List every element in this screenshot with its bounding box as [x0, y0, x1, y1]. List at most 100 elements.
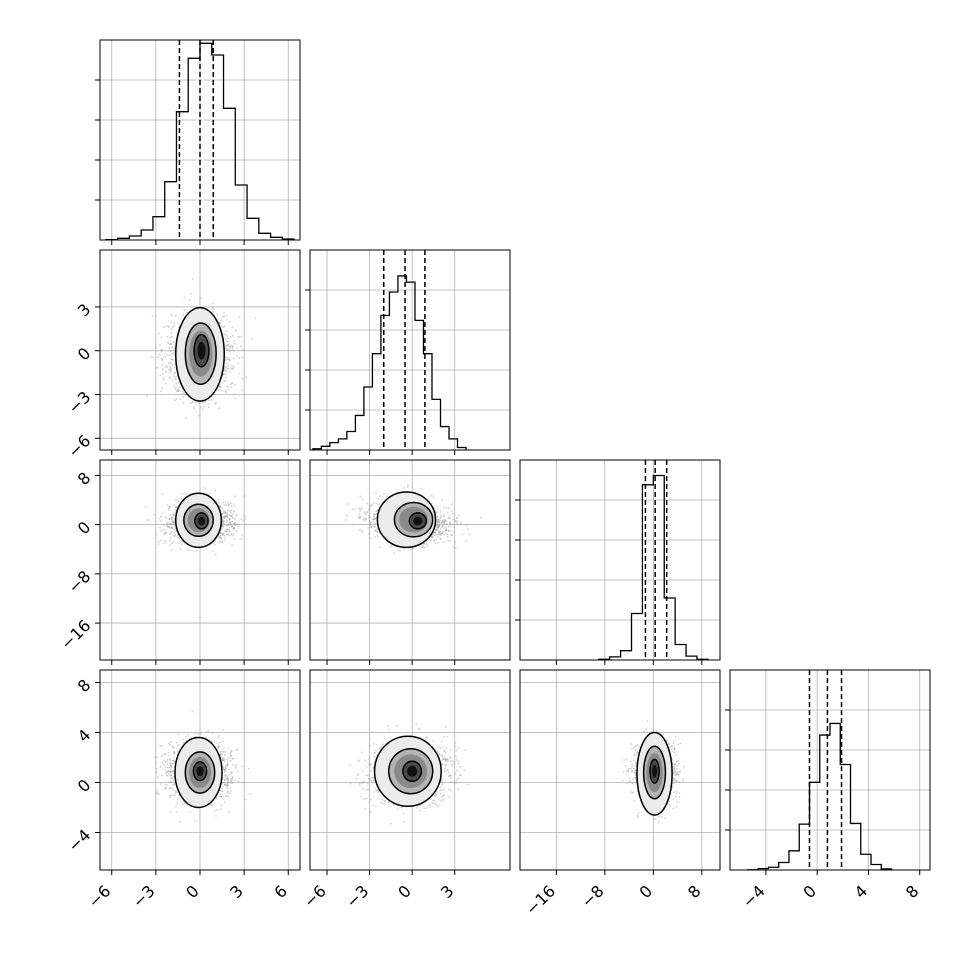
scatter-point — [220, 527, 223, 530]
scatter-point — [223, 315, 226, 318]
scatter-point — [403, 487, 405, 489]
scatter-point — [177, 500, 180, 503]
scatter-point — [145, 519, 148, 522]
scatter-point — [373, 513, 376, 516]
scatter-point — [188, 737, 191, 740]
scatter-point — [164, 786, 167, 788]
scatter-point — [160, 349, 163, 351]
scatter-point — [445, 532, 448, 535]
scatter-point — [217, 745, 220, 748]
scatter-point — [175, 506, 178, 509]
scatter-point — [194, 401, 197, 404]
scatter-point — [161, 358, 164, 360]
scatter-point — [175, 506, 177, 509]
scatter-point — [369, 507, 372, 510]
scatter-point — [440, 521, 443, 524]
scatter-point — [167, 525, 170, 528]
scatter-point — [227, 340, 229, 343]
scatter-point — [375, 528, 378, 531]
y-tick-label: −16 — [57, 616, 94, 653]
scatter-point — [207, 406, 210, 409]
scatter-point — [168, 526, 171, 529]
scatter-point — [227, 356, 229, 359]
scatter-point — [372, 518, 375, 521]
scatter-point — [190, 293, 192, 296]
scatter-point — [170, 777, 173, 780]
scatter-point — [465, 524, 468, 526]
scatter-point — [169, 796, 172, 799]
scatter-point — [224, 751, 226, 753]
scatter-point — [375, 510, 378, 513]
scatter-point — [230, 749, 233, 752]
scatter-point — [170, 526, 173, 529]
scatter-point — [174, 377, 177, 380]
scatter-point — [447, 529, 450, 532]
scatter-point — [433, 531, 436, 534]
scatter-point — [166, 774, 169, 777]
scatter-point — [225, 521, 228, 524]
scatter-point — [439, 530, 442, 533]
scatter-point — [173, 752, 175, 754]
scatter-point — [170, 331, 173, 334]
scatter-point — [173, 760, 175, 763]
scatter-point — [173, 525, 176, 527]
scatter-point — [224, 754, 226, 757]
scatter-point — [376, 531, 379, 533]
scatter-point — [179, 537, 181, 540]
scatter-point — [434, 542, 437, 545]
scatter-point — [230, 515, 233, 518]
scatter-point — [217, 747, 219, 750]
scatter-point — [168, 354, 171, 357]
scatter-point — [447, 517, 450, 520]
scatter-point — [214, 543, 216, 546]
scatter-point — [148, 518, 150, 521]
scatter-point — [226, 367, 229, 370]
scatter-point — [436, 526, 439, 529]
scatter-point — [222, 740, 224, 743]
scatter-point — [172, 759, 174, 762]
scatter-point — [165, 353, 168, 356]
scatter-point — [362, 498, 364, 501]
scatter-point — [216, 809, 219, 811]
scatter-point — [223, 333, 226, 336]
x-tick-label: 4 — [851, 881, 872, 902]
contour-line — [376, 491, 437, 549]
scatter-point — [222, 520, 225, 523]
scatter-point — [169, 505, 172, 508]
scatter-point — [167, 347, 170, 350]
scatter-point — [250, 337, 253, 340]
scatter-point — [219, 385, 222, 388]
scatter-point — [172, 523, 175, 526]
scatter-point — [171, 527, 174, 530]
scatter-point — [447, 529, 450, 532]
scatter-point — [229, 518, 231, 521]
scatter-point — [229, 523, 232, 526]
scatter-point — [170, 358, 173, 360]
scatter-point — [442, 515, 445, 518]
scatter-point — [228, 371, 231, 373]
scatter-point — [175, 506, 177, 509]
scatter-point — [360, 508, 362, 511]
scatter-point — [167, 325, 170, 327]
scatter-point — [240, 533, 243, 536]
scatter-point — [146, 395, 149, 398]
scatter-point — [226, 348, 229, 351]
scatter-point — [173, 324, 175, 327]
scatter-point — [211, 550, 214, 552]
scatter-point — [366, 511, 369, 513]
scatter-point — [145, 506, 147, 509]
scatter-point — [159, 745, 162, 747]
scatter-point — [229, 346, 232, 349]
scatter-point — [227, 504, 230, 506]
scatter-point — [423, 546, 426, 549]
scatter-point — [224, 784, 227, 787]
scatter-point — [221, 524, 224, 527]
scatter-point — [369, 523, 372, 526]
scatter-point — [226, 516, 229, 519]
scatter-point — [173, 375, 175, 378]
scatter-point — [170, 549, 173, 552]
scatter-point — [436, 533, 439, 535]
scatter-point — [445, 526, 448, 529]
scatter-point — [169, 794, 171, 797]
scatter-point — [233, 527, 236, 529]
